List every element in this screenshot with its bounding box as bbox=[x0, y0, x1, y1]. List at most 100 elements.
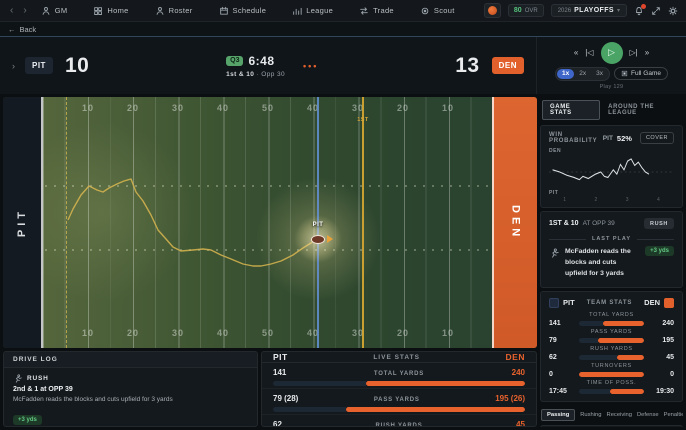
nav-item-label: Home bbox=[107, 6, 129, 15]
nav-item-trade[interactable]: Trade bbox=[359, 6, 394, 16]
win-probability-label: WIN PROBABILITY bbox=[549, 132, 598, 144]
quarter-badge: Q3 bbox=[226, 55, 244, 66]
win-probability-value: 52% bbox=[616, 133, 632, 143]
gain-badge: +3 yds bbox=[13, 415, 42, 425]
back-label: Back bbox=[19, 24, 37, 34]
ovr-value: 80 bbox=[513, 7, 522, 14]
team-ovr-badge: 80 OVR bbox=[507, 4, 544, 17]
nav-item-gm[interactable]: GM bbox=[41, 6, 68, 16]
notification-dot bbox=[641, 3, 646, 9]
stat-bar bbox=[579, 354, 644, 360]
live-stats-title: LIVE STATS bbox=[373, 353, 420, 361]
tab-defense[interactable]: Defense bbox=[636, 411, 659, 418]
passing-stats-card: PIT PASSING PLAYER C/ATT YDS TD INT RTG … bbox=[540, 424, 683, 427]
drive-log-entry[interactable]: RUSH 2nd & 1 at OPP 39 McFadden reads th… bbox=[4, 368, 257, 426]
tab-game-stats[interactable]: GAME STATS bbox=[542, 100, 601, 120]
scoreboard: › PIT 10 Q3 6:48 1st & 10 · Opp 30 ••• 1… bbox=[0, 37, 686, 94]
tab-around-the-league[interactable]: AROUND THE LEAGUE bbox=[608, 104, 655, 116]
tab-penalties[interactable]: Penalties bbox=[663, 411, 683, 418]
bar-chart-icon bbox=[293, 7, 302, 15]
tab-rushing[interactable]: Rushing bbox=[580, 411, 602, 418]
speed-3x-button[interactable]: 3x bbox=[596, 70, 603, 77]
nav-item-label: Roster bbox=[168, 6, 193, 15]
next-play-button[interactable]: ▷| bbox=[629, 47, 638, 57]
away-team-badge: DEN bbox=[491, 57, 524, 74]
season-dropdown[interactable]: 2026 PLAYOFFS ▾ bbox=[550, 4, 627, 17]
nav-item-home[interactable]: Home bbox=[93, 6, 128, 16]
nav-forward-arrow[interactable]: › bbox=[23, 5, 27, 16]
win-probability-card: WIN PROBABILITY PIT 52% COVER DEN PIT 1 … bbox=[540, 125, 683, 208]
speed-selector: 1x 2x 3x bbox=[555, 66, 610, 81]
team-stat-row: TOTAL YARDS 141 240 bbox=[549, 311, 674, 327]
rush-icon bbox=[15, 374, 22, 383]
situation-spot: AT OPP 39 bbox=[582, 220, 615, 227]
previous-play-button[interactable]: |◁ bbox=[585, 47, 594, 57]
speed-1x-button[interactable]: 1x bbox=[557, 68, 575, 79]
gear-icon[interactable] bbox=[668, 6, 678, 16]
full-game-label: Full Game bbox=[631, 70, 661, 77]
live-stats-home: PIT bbox=[273, 352, 288, 362]
tab-receiving[interactable]: Receiving bbox=[606, 411, 632, 418]
nav-item-label: Trade bbox=[373, 6, 394, 15]
expand-icon[interactable] bbox=[651, 6, 661, 16]
five-yard-lines bbox=[43, 97, 492, 348]
bell-icon bbox=[636, 6, 642, 15]
notifications-button[interactable] bbox=[634, 3, 646, 16]
scoreboard-expand-chevron[interactable]: › bbox=[12, 60, 15, 71]
person-icon bbox=[42, 6, 50, 15]
rewind-button[interactable]: « bbox=[573, 47, 579, 57]
live-stats-panel: PIT LIVE STATS DEN 141 TOTAL YARDS 240 7… bbox=[261, 351, 537, 427]
team-stat-row: PASS YARDS 79 195 bbox=[549, 328, 674, 344]
team-stat-row: TIME OF POSS. 17:45 19:30 bbox=[549, 379, 674, 395]
stat-category-tabs: Passing Rushing Receiving Defense Penalt… bbox=[540, 405, 683, 425]
stat-bar bbox=[579, 337, 644, 343]
stat-bar bbox=[579, 388, 644, 394]
last-play-text: McFadden reads the blocks and cuts upfie… bbox=[565, 248, 631, 278]
ball-spot: Opp 30 bbox=[261, 70, 285, 78]
hash-marks-bottom bbox=[45, 249, 492, 251]
nav-back-arrow[interactable]: ‹ bbox=[10, 5, 14, 16]
nav-item-label: Schedule bbox=[232, 6, 267, 15]
endzone-den: DEN bbox=[492, 97, 537, 348]
season-stage: PLAYOFFS bbox=[574, 7, 614, 14]
last-play: McFadden reads the blocks and cuts upfie… bbox=[541, 246, 682, 287]
play-description: McFadden reads the blocks and cuts upfie… bbox=[13, 396, 173, 403]
team-logo-button[interactable] bbox=[483, 3, 501, 18]
back-bar[interactable]: ← Back bbox=[0, 22, 686, 37]
last-play-gain: +3 yds bbox=[645, 246, 674, 256]
game-clock-block: Q3 6:48 1st & 10 · Opp 30 bbox=[226, 53, 285, 78]
game-stats-sidebar: GAME STATS AROUND THE LEAGUE WIN PROBABI… bbox=[540, 97, 683, 427]
full-game-button[interactable]: Full Game bbox=[614, 67, 668, 80]
endzone-pit: PIT bbox=[3, 97, 43, 348]
speed-2x-button[interactable]: 2x bbox=[579, 70, 587, 77]
trade-arrows-icon bbox=[360, 6, 368, 15]
scoreboard-teams: › PIT 10 Q3 6:48 1st & 10 · Opp 30 ••• 1… bbox=[0, 37, 536, 94]
drive-log-panel: DRIVE LOG RUSH 2nd & 1 at OPP 39 McFadde… bbox=[3, 351, 258, 427]
live-stat-row: 141 TOTAL YARDS 240 bbox=[262, 363, 536, 389]
playback-controls: « |◁ ▷ ▷| » 1x 2x 3x Full Game Play 129 bbox=[536, 37, 686, 94]
calendar-icon bbox=[219, 6, 228, 15]
grid-icon bbox=[94, 6, 103, 15]
field-view[interactable]: 10 20 30 40 50 40 30 20 10 10 20 30 40 5… bbox=[3, 97, 537, 348]
cover-button[interactable]: COVER bbox=[639, 132, 674, 144]
play-button[interactable]: ▷ bbox=[600, 41, 623, 64]
nav-item-label: Scout bbox=[433, 6, 455, 15]
nav-item-league[interactable]: League bbox=[292, 6, 333, 16]
stat-bar bbox=[579, 371, 644, 377]
play-type-label: RUSH bbox=[27, 375, 49, 382]
nav-item-schedule[interactable]: Schedule bbox=[219, 6, 267, 16]
down-distance: 1st & 10 bbox=[226, 70, 255, 78]
nav-item-roster[interactable]: Roster bbox=[155, 6, 193, 16]
fast-forward-button[interactable]: » bbox=[644, 47, 650, 57]
stat-bar bbox=[273, 407, 525, 412]
live-stat-row: 62 RUSH YARDS 45 bbox=[262, 415, 536, 426]
nav-right-cluster: 80 OVR 2026 PLAYOFFS ▾ bbox=[483, 3, 678, 18]
team-stat-row: RUSH YARDS 62 45 bbox=[549, 345, 674, 361]
tab-passing[interactable]: Passing bbox=[541, 408, 576, 421]
team-stats-card: PIT TEAM STATS DEN TOTAL YARDS 141 240 P… bbox=[540, 290, 683, 402]
first-down-label: 1ST bbox=[357, 117, 369, 123]
nav-item-scout[interactable]: Scout bbox=[420, 6, 455, 16]
team-logo-icon bbox=[487, 6, 497, 15]
ten-yard-lines bbox=[43, 97, 492, 348]
home-team-badge: PIT bbox=[25, 57, 53, 74]
